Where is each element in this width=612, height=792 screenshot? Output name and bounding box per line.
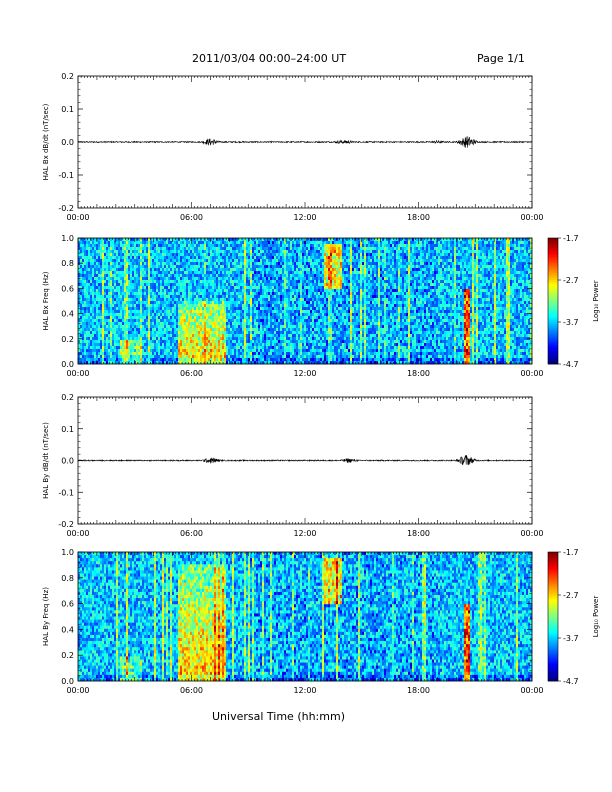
y-tick-label: 0.0 [61,138,74,147]
colorbar-frame [547,237,559,365]
x-tick-label: 00:00 [520,369,543,378]
x-tick-label: 00:00 [66,369,89,378]
x-tick-label: 00:00 [520,686,543,695]
y-tick-label: 0.8 [61,574,74,583]
y-tick-label: 0.0 [61,360,74,369]
x-tick-label: 12:00 [293,213,316,222]
y-axis-label: HAL By Freq (Hz) [42,587,50,646]
page-title: 2011/03/04 00:00–24:00 UT [192,52,346,65]
y-tick-label: 0.0 [61,677,74,686]
x-tick-label: 12:00 [293,686,316,695]
data-trace [77,455,533,466]
x-tick-label: 06:00 [180,686,203,695]
colorbar-label: Log₁₀ Power [592,280,600,322]
x-tick-label: 18:00 [407,213,430,222]
colorbar-tick-label: -3.7 [563,634,579,643]
y-tick-label: 0.2 [61,393,74,402]
x-tick-label: 00:00 [66,529,89,538]
y-tick-label: -0.2 [58,520,74,529]
x-tick-label: 18:00 [407,529,430,538]
x-tick-label: 12:00 [293,529,316,538]
y-tick-label: -0.1 [58,171,74,180]
y-tick-label: -0.1 [58,488,74,497]
x-tick-label: 12:00 [293,369,316,378]
data-trace [77,136,533,148]
y-tick-label: 0.4 [61,625,74,634]
colorbar-tick-label: -1.7 [563,548,579,557]
x-tick-label: 18:00 [407,686,430,695]
colorbar-tick-label: -4.7 [563,677,579,686]
y-tick-label: 0.2 [61,651,74,660]
x-tick-label: 06:00 [180,529,203,538]
colorbar-tick-label: -1.7 [563,234,579,243]
spectrogram [78,552,533,682]
colorbar [548,238,558,365]
x-tick-label: 00:00 [66,213,89,222]
y-tick-label: 0.0 [61,457,74,466]
y-tick-label: -0.2 [58,204,74,213]
y-axis-label: HAL Bx dB/dt (nT/sec) [42,103,50,180]
y-tick-label: 0.8 [61,259,74,268]
x-tick-label: 00:00 [66,686,89,695]
colorbar-label: Log₁₀ Power [592,596,600,638]
y-tick-label: 0.6 [61,600,74,609]
x-axis-title: Universal Time (hh:mm) [212,710,345,723]
y-axis-label: HAL By dB/dt (nT/sec) [42,422,50,499]
colorbar [548,552,558,682]
colorbar-tick-label: -2.7 [563,276,579,285]
y-tick-label: 0.1 [61,105,74,114]
x-tick-label: 00:00 [520,213,543,222]
colorbar-tick-label: -2.7 [563,591,579,600]
y-tick-label: 0.6 [61,284,74,293]
y-tick-label: 0.2 [61,335,74,344]
page-number: Page 1/1 [477,52,525,65]
y-tick-label: 0.2 [61,72,74,81]
x-tick-label: 18:00 [407,369,430,378]
y-tick-label: 1.0 [61,548,74,557]
colorbar-tick-label: -3.7 [563,318,579,327]
x-tick-label: 06:00 [180,213,203,222]
y-tick-label: 0.1 [61,425,74,434]
y-tick-label: 0.4 [61,310,74,319]
x-tick-label: 00:00 [520,529,543,538]
colorbar-tick-label: -4.7 [563,360,579,369]
spectrogram [78,238,533,365]
colorbar-frame [547,551,559,682]
y-axis-label: HAL Bx Freq (Hz) [42,271,50,330]
y-tick-label: 1.0 [61,234,74,243]
x-tick-label: 06:00 [180,369,203,378]
